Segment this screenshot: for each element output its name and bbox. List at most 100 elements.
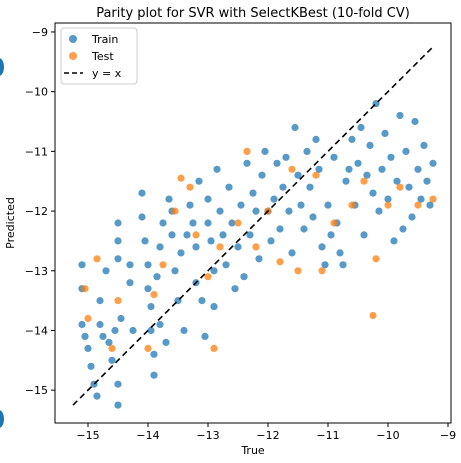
train-point-11 bbox=[102, 267, 110, 275]
train-point-130 bbox=[429, 159, 437, 167]
test-point-9 bbox=[177, 174, 185, 182]
train-point-69 bbox=[246, 231, 254, 239]
train-point-64 bbox=[231, 285, 239, 293]
train-point-17 bbox=[114, 255, 122, 263]
train-point-99 bbox=[336, 249, 344, 257]
train-point-23 bbox=[129, 326, 137, 335]
train-point-124 bbox=[411, 117, 419, 126]
test-point-4 bbox=[114, 297, 122, 305]
train-point-27 bbox=[144, 261, 152, 269]
legend-box bbox=[60, 27, 138, 85]
left-edge-marker-top bbox=[0, 58, 4, 76]
train-point-118 bbox=[393, 177, 401, 185]
train-point-0 bbox=[78, 261, 86, 269]
train-point-120 bbox=[399, 225, 407, 233]
train-point-122 bbox=[405, 183, 413, 191]
train-point-80 bbox=[279, 183, 287, 191]
train-point-94 bbox=[321, 261, 329, 269]
train-point-57 bbox=[210, 303, 218, 311]
test-point-14 bbox=[216, 243, 224, 251]
x-tick-label: −11 bbox=[316, 429, 339, 442]
train-point-78 bbox=[273, 159, 281, 167]
train-point-84 bbox=[291, 123, 299, 132]
test-point-5 bbox=[144, 344, 152, 352]
train-point-105 bbox=[354, 159, 362, 167]
train-point-77 bbox=[270, 195, 278, 203]
train-point-92 bbox=[315, 165, 323, 173]
test-point-31 bbox=[414, 201, 422, 209]
train-point-45 bbox=[183, 231, 191, 239]
test-point-8 bbox=[171, 207, 179, 215]
train-point-16 bbox=[114, 237, 122, 245]
test-point-0 bbox=[81, 285, 89, 293]
test-point-28 bbox=[372, 255, 380, 263]
train-point-103 bbox=[348, 135, 356, 143]
train-point-97 bbox=[330, 153, 338, 161]
legend-train-label: Train bbox=[91, 33, 118, 46]
train-point-26 bbox=[141, 237, 149, 245]
train-point-56 bbox=[210, 267, 218, 275]
train-point-63 bbox=[228, 219, 236, 227]
plot-frame bbox=[54, 22, 452, 424]
train-point-125 bbox=[414, 165, 422, 173]
x-tick-label: −12 bbox=[256, 429, 279, 442]
legend-test-marker bbox=[69, 52, 77, 60]
train-point-10 bbox=[99, 332, 107, 340]
y-tick-label: −12 bbox=[25, 205, 48, 218]
train-point-20 bbox=[117, 314, 125, 323]
train-point-52 bbox=[201, 332, 209, 340]
y-tick-label: −10 bbox=[25, 86, 48, 99]
train-point-113 bbox=[378, 165, 386, 173]
test-point-13 bbox=[210, 344, 218, 352]
train-point-47 bbox=[189, 219, 197, 227]
train-point-46 bbox=[186, 201, 194, 209]
train-point-89 bbox=[306, 183, 314, 191]
train-point-106 bbox=[357, 123, 365, 132]
y-tick-label: −11 bbox=[25, 145, 48, 158]
train-point-54 bbox=[204, 219, 212, 227]
y-tick-label: −9 bbox=[32, 26, 48, 39]
test-point-10 bbox=[186, 183, 194, 191]
train-point-108 bbox=[363, 171, 371, 179]
train-point-14 bbox=[111, 326, 119, 335]
train-point-90 bbox=[309, 213, 317, 221]
train-point-48 bbox=[192, 243, 200, 251]
train-point-73 bbox=[258, 171, 266, 179]
train-point-121 bbox=[402, 147, 410, 155]
train-point-127 bbox=[420, 141, 428, 149]
train-point-79 bbox=[276, 225, 284, 233]
train-point-35 bbox=[156, 320, 164, 329]
train-point-51 bbox=[198, 297, 206, 305]
train-point-37 bbox=[162, 338, 170, 346]
train-point-74 bbox=[261, 147, 269, 155]
test-point-12 bbox=[204, 273, 212, 281]
train-point-12 bbox=[105, 338, 113, 346]
test-point-3 bbox=[108, 344, 116, 352]
test-point-22 bbox=[312, 171, 320, 179]
train-point-28 bbox=[144, 285, 152, 293]
train-point-3 bbox=[81, 332, 89, 340]
train-point-117 bbox=[390, 237, 398, 245]
chart-title: Parity plot for SVR with SelectKBest (10… bbox=[96, 6, 410, 21]
test-point-32 bbox=[429, 195, 437, 203]
legend-identity-label: y = x bbox=[92, 67, 122, 80]
train-point-55 bbox=[207, 237, 215, 245]
train-point-15 bbox=[114, 219, 122, 227]
test-point-30 bbox=[396, 183, 404, 191]
x-tick-label: −15 bbox=[76, 429, 99, 442]
train-point-126 bbox=[417, 195, 425, 203]
train-point-112 bbox=[375, 207, 383, 215]
test-point-21 bbox=[294, 267, 302, 275]
train-point-116 bbox=[387, 153, 395, 161]
train-point-109 bbox=[366, 141, 374, 149]
reference-line-layer bbox=[72, 46, 434, 406]
test-point-7 bbox=[159, 261, 167, 269]
train-point-102 bbox=[345, 165, 353, 173]
train-point-86 bbox=[297, 201, 305, 209]
train-point-81 bbox=[282, 153, 290, 161]
x-tick-label: −14 bbox=[136, 429, 159, 442]
x-tick-label: −9 bbox=[440, 429, 456, 442]
train-point-30 bbox=[147, 326, 155, 335]
train-point-18 bbox=[114, 380, 122, 388]
